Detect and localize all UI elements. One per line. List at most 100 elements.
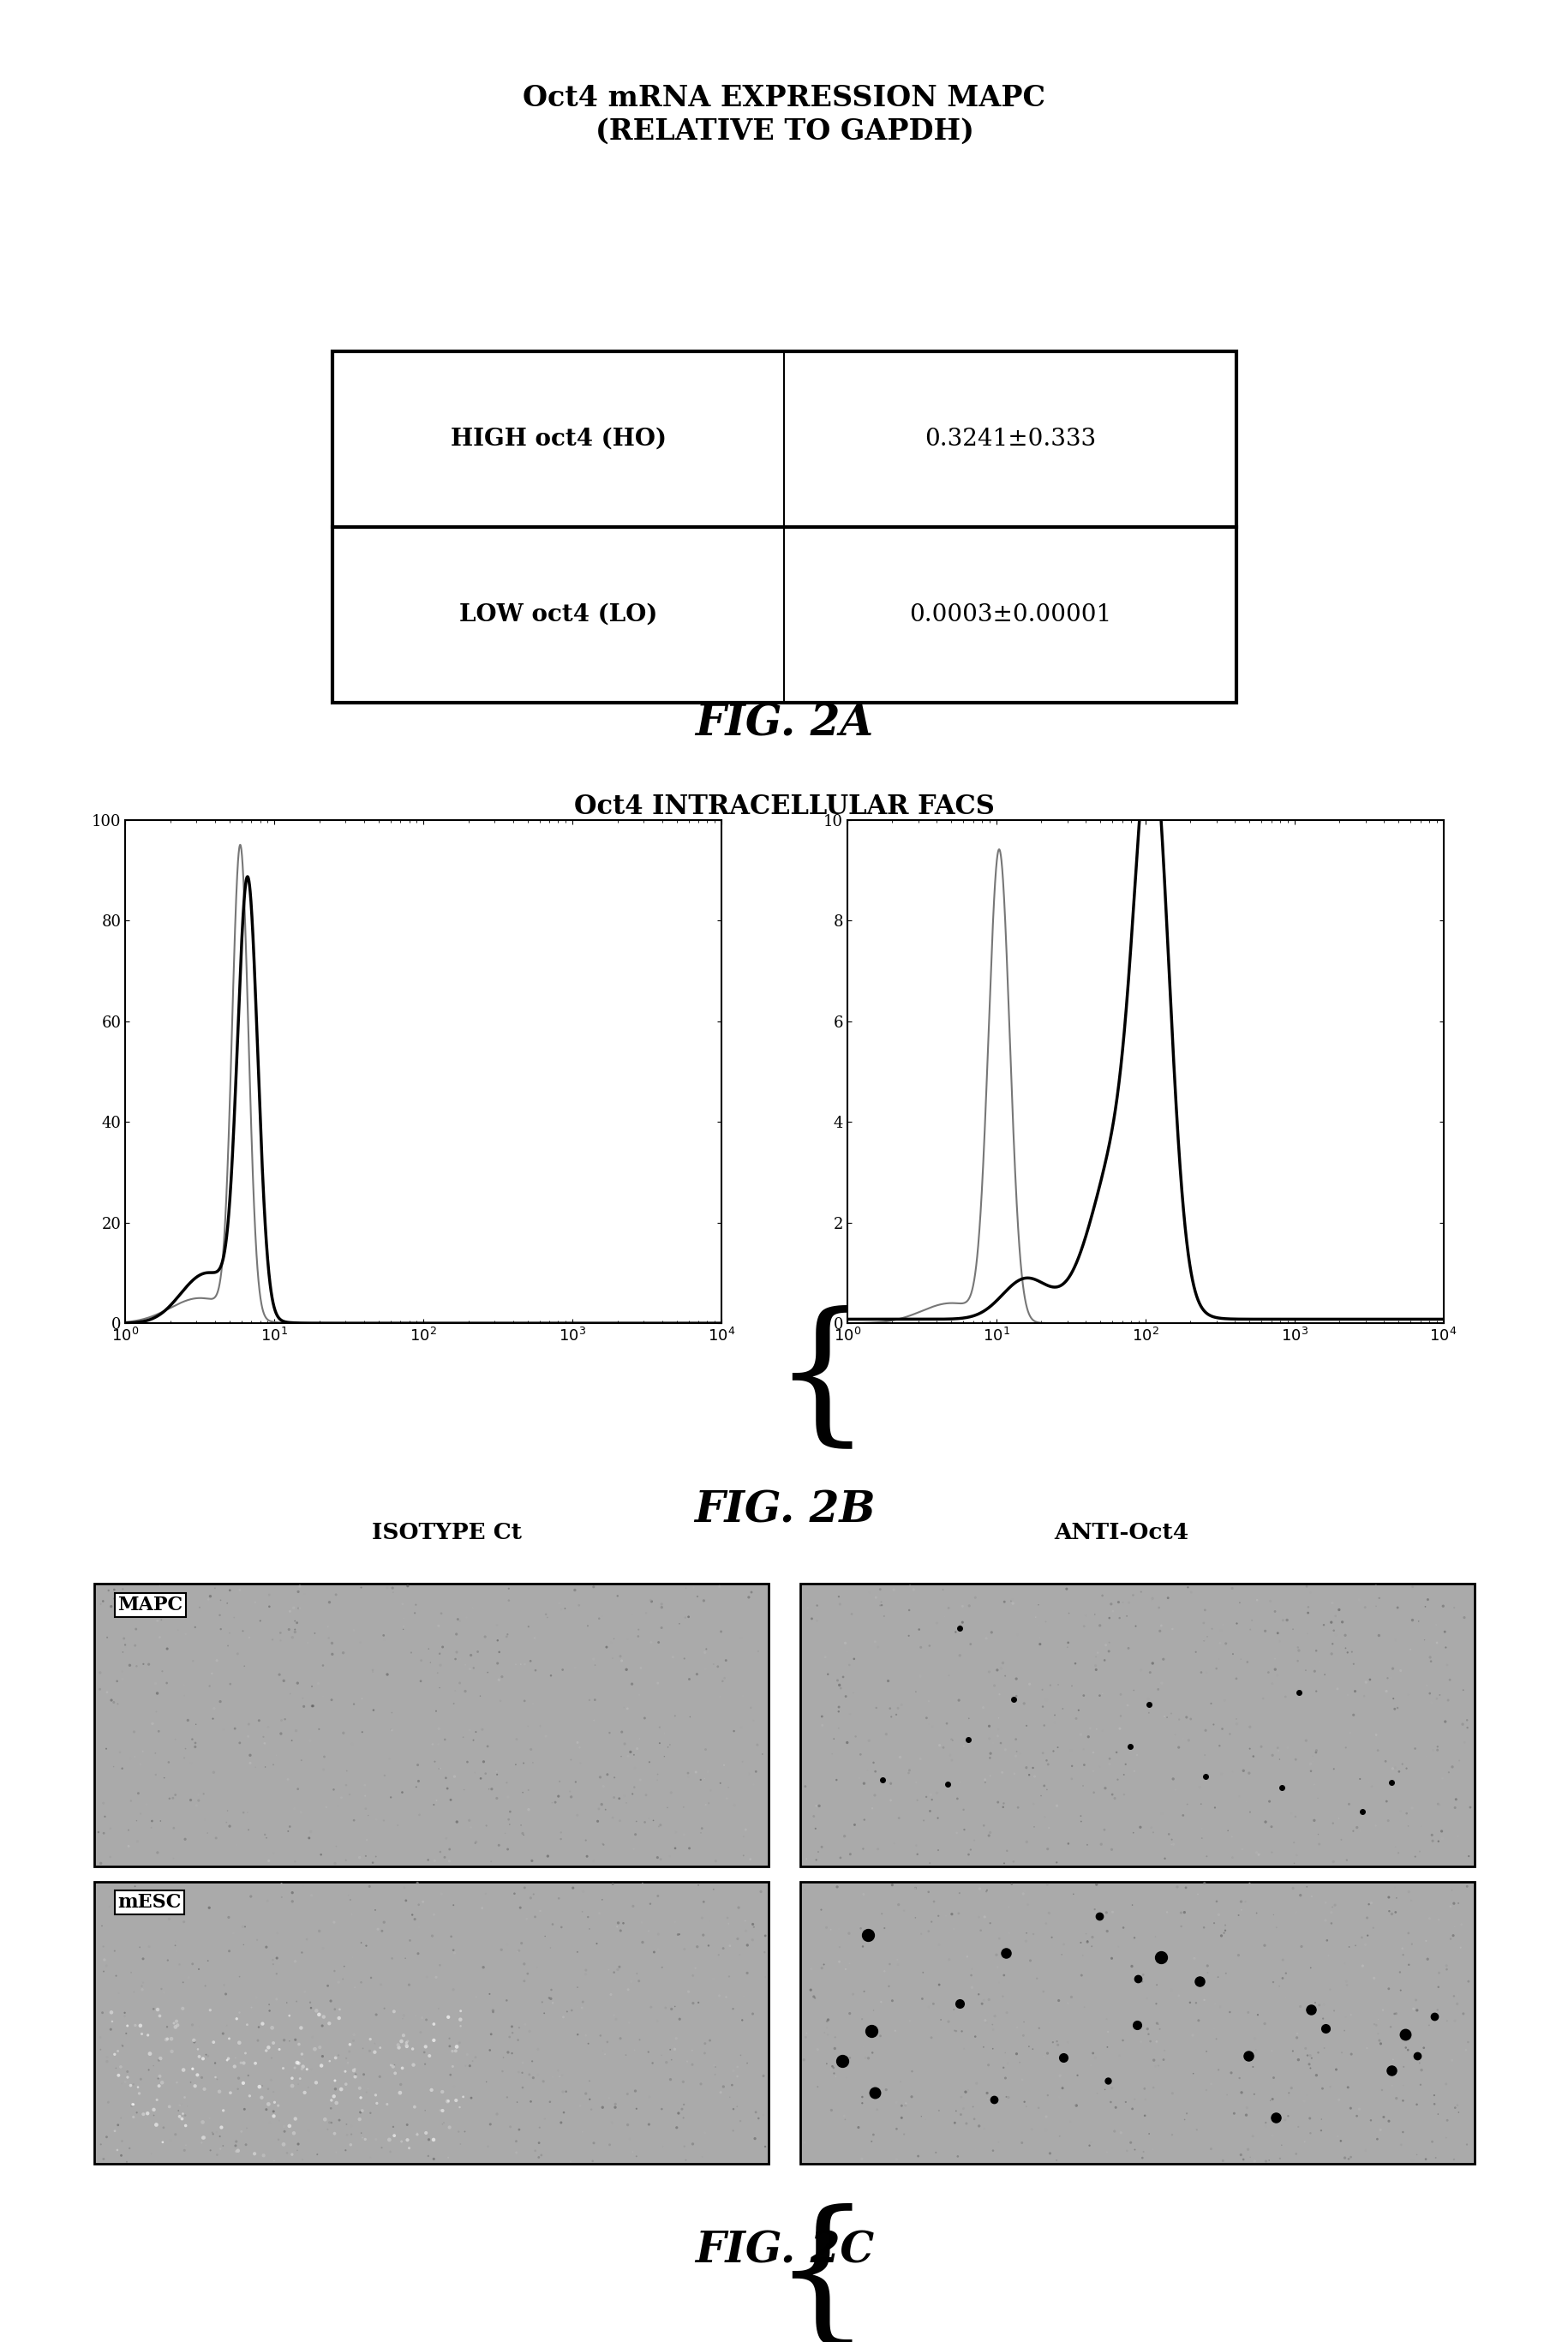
Point <box>919 2019 944 2056</box>
Point <box>919 1707 944 1745</box>
Point <box>475 2129 500 2166</box>
Point <box>491 2040 516 2077</box>
Point <box>958 1831 983 1869</box>
Point <box>1209 1710 1234 1747</box>
Point <box>224 2122 249 2159</box>
Point <box>1071 1677 1096 1714</box>
Point <box>1093 1895 1118 1932</box>
Point <box>230 2045 256 2082</box>
Point <box>321 1953 347 1991</box>
Point <box>332 2131 358 2169</box>
Point <box>268 1614 293 1651</box>
Point <box>975 2047 1000 2084</box>
Point <box>644 1756 670 1794</box>
Point <box>477 1974 502 2012</box>
Point <box>593 2035 618 2073</box>
Point <box>1297 2049 1322 2087</box>
Point <box>1029 1670 1054 1707</box>
Point <box>1286 1632 1311 1670</box>
Point <box>342 1970 367 2007</box>
Point <box>1353 1899 1378 1937</box>
Point <box>1455 1963 1480 2000</box>
Point <box>289 2049 314 2087</box>
Point <box>1449 1906 1474 1944</box>
Point <box>633 1775 659 1813</box>
Point <box>884 1942 909 1979</box>
Point <box>1159 1696 1184 1733</box>
Point <box>364 2084 389 2122</box>
Point <box>880 1981 905 2019</box>
Point <box>426 1670 452 1707</box>
Point <box>908 2098 933 2136</box>
Point <box>1347 1813 1372 1850</box>
Point <box>1298 2040 1323 2077</box>
Point <box>936 1656 961 1693</box>
Point <box>235 2007 260 2045</box>
Point <box>1364 2014 1389 2052</box>
Point <box>1004 1616 1029 1653</box>
Point <box>180 1946 205 1984</box>
Point <box>1322 1616 1347 1653</box>
Point <box>279 2136 304 2173</box>
Point <box>815 1656 840 1693</box>
Point <box>563 1764 588 1801</box>
Point <box>216 1899 241 1937</box>
Point <box>1228 1675 1253 1712</box>
Point <box>676 1660 701 1698</box>
Point <box>284 1712 309 1749</box>
Point <box>1185 1876 1210 1913</box>
Point <box>580 1639 605 1677</box>
Point <box>1033 1742 1058 1780</box>
Point <box>201 2115 226 2152</box>
Point <box>580 1843 605 1881</box>
Point <box>696 1902 721 1939</box>
Point <box>837 1944 862 1981</box>
Point <box>610 1902 635 1939</box>
Point <box>549 2056 574 2094</box>
Point <box>900 1571 925 1609</box>
Point <box>916 1628 941 1665</box>
Point <box>1356 1885 1381 1923</box>
Point <box>837 1995 862 2033</box>
Point <box>1212 1956 1237 1993</box>
Point <box>1240 1738 1265 1775</box>
Point <box>155 1630 180 1668</box>
Point <box>172 2080 198 2117</box>
Point <box>1444 2087 1469 2124</box>
Point <box>511 1946 536 1984</box>
Point <box>1063 2087 1088 2124</box>
Point <box>1261 1963 1286 2000</box>
Point <box>276 1813 301 1850</box>
Point <box>86 1813 111 1850</box>
Point <box>172 1820 198 1857</box>
Point <box>966 1869 991 1906</box>
Point <box>1071 1731 1096 1768</box>
Point <box>102 1932 127 1970</box>
Point <box>1146 2009 1171 2047</box>
Point <box>422 1787 447 1824</box>
Point <box>588 1759 613 1796</box>
Point <box>549 1590 574 1628</box>
Point <box>1443 1780 1468 1817</box>
Point <box>227 1571 252 1609</box>
Point <box>1044 1728 1069 1766</box>
Point <box>334 2117 359 2155</box>
Point <box>818 1911 844 1949</box>
Point <box>463 2038 488 2075</box>
Point <box>850 2077 875 2115</box>
Point <box>1253 2103 1278 2141</box>
Point <box>405 2115 430 2152</box>
Point <box>408 1663 433 1700</box>
Point <box>1292 2031 1317 2068</box>
Point <box>310 1752 336 1789</box>
Point <box>1135 1679 1160 1717</box>
Point <box>649 1588 674 1625</box>
Point <box>1083 1651 1109 1689</box>
Point <box>1036 2005 1062 2042</box>
Point <box>1156 1579 1181 1616</box>
Point <box>612 1778 637 1815</box>
Point <box>1403 2136 1428 2173</box>
Point <box>522 1897 547 1934</box>
Point <box>905 2138 930 2176</box>
Point <box>1253 2143 1278 2180</box>
